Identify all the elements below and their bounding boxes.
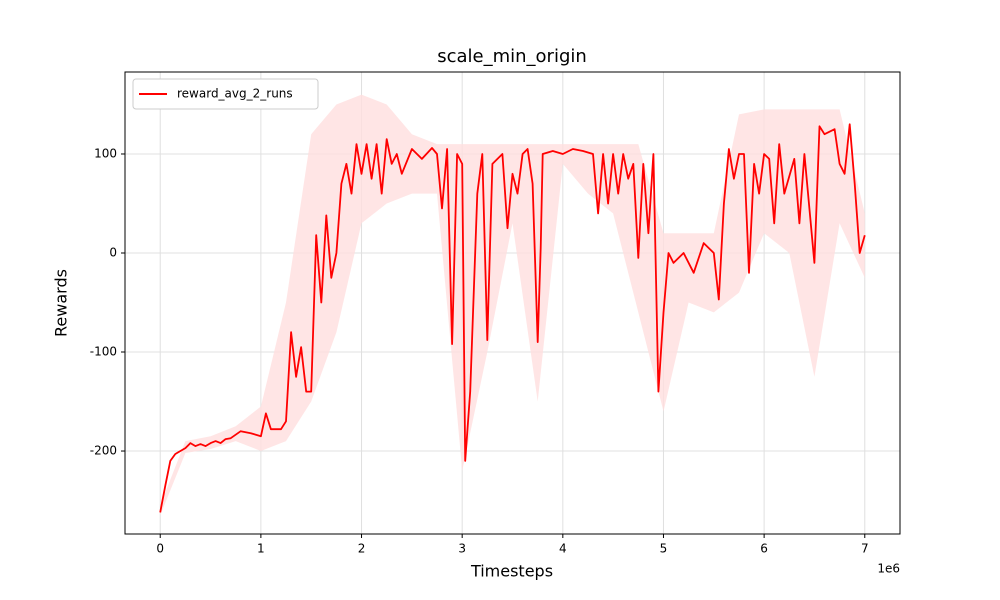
chart-title: scale_min_origin	[437, 46, 587, 67]
y-tick-label: 0	[109, 245, 117, 259]
plot-frame	[124, 71, 901, 535]
y-tick-label: -200	[90, 444, 117, 458]
x-offset-label: 1e6	[877, 562, 900, 576]
x-tick-label: 5	[660, 542, 668, 556]
x-tick-label: 7	[861, 542, 869, 556]
y-axis-label: Rewards	[52, 269, 71, 337]
x-axis-label: Timesteps	[470, 562, 553, 581]
legend-label: reward_avg_2_runs	[177, 87, 293, 101]
y-tick-label: 100	[94, 146, 117, 160]
legend-box	[132, 78, 319, 110]
x-tick-label: 3	[458, 542, 466, 556]
band	[160, 94, 865, 516]
x-tick-label: 6	[760, 542, 768, 556]
y-tick-label: -100	[90, 345, 117, 359]
x-tick-label: 2	[358, 542, 366, 556]
x-tick-label: 1	[257, 542, 265, 556]
line	[159, 123, 866, 513]
x-tick-label: 4	[559, 542, 567, 556]
x-tick-label: 0	[156, 542, 164, 556]
